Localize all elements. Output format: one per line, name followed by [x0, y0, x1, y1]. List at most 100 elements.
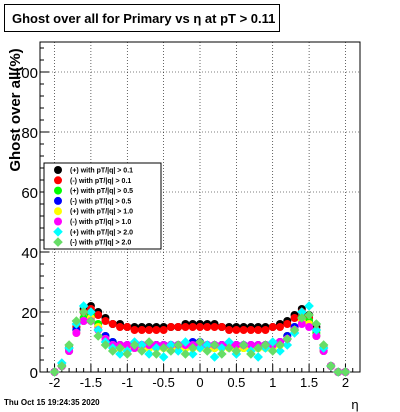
- data-point: [232, 326, 241, 334]
- x-axis-label: η: [351, 397, 358, 412]
- chart-title: Ghost over all for Primary vs η at pT > …: [4, 4, 280, 32]
- data-point: [209, 352, 220, 362]
- y-tick-label: 0: [30, 365, 38, 382]
- legend-marker: [54, 207, 62, 216]
- legend-label: (-) with pT/|q| > 0.1: [70, 178, 131, 185]
- data-point: [232, 341, 241, 349]
- data-point: [78, 301, 89, 311]
- data-point: [267, 337, 278, 347]
- data-point: [86, 307, 96, 317]
- data-point: [224, 343, 234, 353]
- data-point: [297, 307, 307, 317]
- data-point: [151, 343, 162, 353]
- data-point: [253, 352, 263, 362]
- legend-label: (-) with pT/|q| > 2.0: [70, 240, 131, 247]
- data-point: [137, 346, 147, 356]
- data-point: [326, 361, 336, 371]
- data-point: [49, 367, 60, 377]
- data-point: [209, 340, 220, 350]
- data-point: [239, 326, 248, 334]
- data-point: [115, 343, 125, 353]
- x-tick-label: 2: [342, 375, 349, 390]
- x-tick-label: 0: [196, 375, 203, 390]
- data-point: [79, 317, 88, 325]
- data-point: [137, 326, 146, 334]
- data-point: [166, 340, 176, 350]
- timestamp: Thu Oct 15 19:24:35 2020: [4, 398, 100, 407]
- data-point: [282, 340, 293, 350]
- legend-marker: [54, 176, 62, 185]
- data-point: [173, 340, 183, 350]
- data-point: [188, 323, 197, 331]
- data-point: [311, 319, 322, 329]
- data-point: [123, 323, 132, 331]
- data-point: [289, 325, 300, 335]
- data-point: [180, 349, 191, 359]
- data-point: [297, 320, 306, 328]
- data-point: [231, 346, 242, 356]
- data-point: [217, 343, 227, 353]
- y-tick-label: 80: [21, 125, 38, 142]
- data-point: [254, 326, 263, 334]
- data-point: [116, 323, 124, 331]
- legend-label: (-) with pT/|q| > 1.0: [70, 219, 131, 226]
- data-point: [297, 313, 307, 323]
- chart-title-text: Ghost over all for Primary vs η at pT > …: [12, 10, 276, 26]
- data-point: [130, 326, 139, 334]
- data-point: [253, 343, 263, 353]
- data-point: [100, 340, 111, 350]
- legend-marker: [53, 237, 63, 247]
- series-8: [49, 307, 351, 377]
- data-point: [187, 343, 198, 353]
- legend-marker: [54, 186, 62, 195]
- data-point: [246, 326, 255, 334]
- data-point: [203, 323, 212, 331]
- data-point: [246, 341, 255, 349]
- data-point: [93, 325, 103, 335]
- data-point: [180, 337, 191, 347]
- legend-marker: [54, 217, 62, 226]
- data-point: [159, 326, 168, 334]
- data-point: [129, 340, 140, 350]
- y-tick-label: 40: [21, 245, 38, 262]
- data-point: [78, 307, 89, 317]
- data-point: [108, 320, 117, 328]
- data-point: [174, 323, 183, 331]
- data-point: [268, 323, 277, 331]
- data-point: [71, 316, 82, 326]
- data-point: [94, 311, 103, 319]
- x-tick-label: 0.5: [227, 375, 245, 390]
- data-point: [267, 346, 278, 356]
- data-point: [158, 352, 169, 362]
- legend-label: (-) with pT/|q| > 0.5: [70, 198, 131, 205]
- data-point: [195, 343, 205, 353]
- data-point: [115, 349, 125, 359]
- data-point: [210, 323, 219, 331]
- data-point: [305, 323, 314, 331]
- y-tick-label: 60: [21, 185, 38, 202]
- legend-label: (+) with pT/|q| > 0.1: [70, 168, 133, 175]
- data-point: [64, 340, 74, 350]
- data-point: [290, 314, 299, 322]
- data-point: [166, 323, 175, 331]
- data-point: [145, 326, 154, 334]
- data-point: [276, 323, 284, 331]
- data-point: [238, 340, 249, 350]
- data-point: [57, 361, 67, 371]
- data-point: [312, 332, 321, 340]
- data-point: [196, 323, 204, 331]
- data-point: [318, 340, 329, 350]
- data-point: [166, 346, 176, 356]
- data-point: [340, 367, 351, 377]
- legend: [43, 162, 162, 250]
- data-point: [283, 320, 292, 328]
- data-point: [144, 337, 154, 347]
- data-point: [72, 329, 81, 337]
- data-point: [282, 334, 293, 344]
- x-tick-label: -1.5: [80, 375, 102, 390]
- data-point: [86, 316, 96, 326]
- data-point: [304, 301, 314, 311]
- data-point: [217, 323, 226, 331]
- data-point: [275, 340, 285, 350]
- data-point: [158, 343, 169, 353]
